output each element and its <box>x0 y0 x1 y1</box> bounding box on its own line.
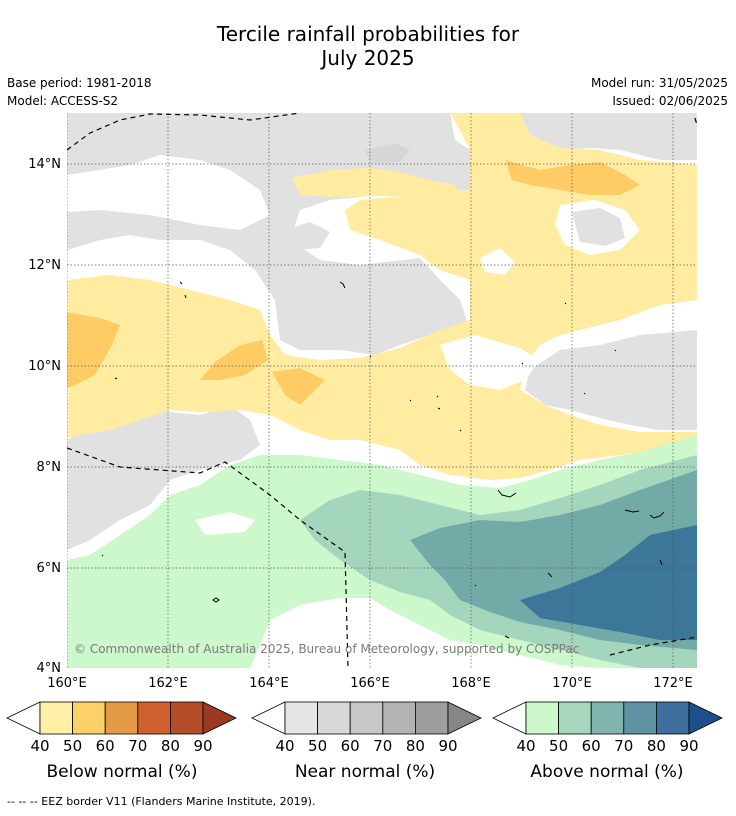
colorbar-segment <box>104 701 139 735</box>
colorbar-segment <box>317 701 351 735</box>
title-line-1: Tercile rainfall probabilities for <box>216 22 520 46</box>
colorbar-segment <box>349 701 384 735</box>
eez-footnote: -- -- -- EEZ border V11 (Flanders Marine… <box>7 795 316 808</box>
colorbar-segment <box>39 701 73 735</box>
colorbar-extend-high <box>688 701 723 735</box>
lon-label: 168°E <box>451 676 491 691</box>
below-normal-main <box>67 113 697 480</box>
colorbar-tick-label: 40 <box>275 737 294 755</box>
colorbar-tick-label: 50 <box>308 737 327 755</box>
colorbar-tick-label: 40 <box>516 737 535 755</box>
colorbars: 40 50 60 70 80 90 40 50 60 70 80 90 40 50 60 70 80 90 <box>6 701 723 755</box>
colorbar-tick-label: 90 <box>193 737 212 755</box>
lon-label: 164°E <box>249 676 289 691</box>
above-normal-white-inlet <box>195 512 255 535</box>
colorbar-segment <box>525 701 559 735</box>
metadata-left: Base period: 1981-2018 Model: ACCESS-S2 <box>7 74 152 110</box>
lat-label: 12°N <box>28 258 61 273</box>
colorbar-tick-label: 80 <box>406 737 425 755</box>
near-normal-center-small <box>285 222 330 250</box>
lon-label: 162°E <box>148 676 188 691</box>
colorbar-extend-low <box>251 701 286 735</box>
colorbar-segment <box>72 701 106 735</box>
colorbar-segment <box>137 701 171 735</box>
colorbar-tick-label: 40 <box>30 737 49 755</box>
colorbar-extend-low <box>492 701 527 735</box>
near-normal-east <box>525 330 697 430</box>
lat-label: 10°N <box>28 359 61 374</box>
islands <box>101 281 665 639</box>
colorbar-tick-label: 70 <box>128 737 147 755</box>
near-normal-west <box>67 405 260 550</box>
colorbar-segment <box>590 701 625 735</box>
near-normal-nw-blob <box>365 143 410 163</box>
below-normal-upper-strip <box>292 168 465 200</box>
colorbar-tick-label: 60 <box>582 737 601 755</box>
colorbar-near-label: Near normal (%) <box>294 762 436 782</box>
lat-label: 4°N <box>37 661 62 676</box>
colorbar-segment <box>382 701 416 735</box>
colorbar-segment <box>284 701 318 735</box>
map-title: Tercile rainfall probabilities for July … <box>0 22 736 70</box>
lon-label: 170°E <box>552 676 592 691</box>
colorbar-extend-low <box>6 701 41 735</box>
near-normal-east-gap <box>572 208 625 246</box>
colorbar-segment <box>656 701 690 735</box>
colorbar-tick-label: 60 <box>96 737 115 755</box>
title-line-2: July 2025 <box>321 46 415 70</box>
below-normal-center2-50 <box>272 368 325 405</box>
below-normal-ne-50 <box>505 160 640 195</box>
lat-label: 14°N <box>28 157 61 172</box>
longitude-labels: 160°E 162°E 164°E 166°E 168°E 170°E 172°E <box>47 676 693 691</box>
colorbar-tick-label: 70 <box>614 737 633 755</box>
colorbar-tick-label: 90 <box>679 737 698 755</box>
colorbar-near: 40 50 60 70 80 90 <box>251 701 482 755</box>
latitude-labels: 4°N 6°N 8°N 10°N 12°N 14°N <box>28 157 61 676</box>
model-run: Model run: 31/05/2025 <box>590 76 728 90</box>
below-normal-center-50 <box>200 340 268 380</box>
white-gap-1 <box>440 335 540 390</box>
colorbar-above: 40 50 60 70 80 90 <box>492 701 723 755</box>
below-normal-west-50 <box>67 312 120 388</box>
copyright-text: © Commonwealth of Australia 2025, Bureau… <box>74 642 579 656</box>
graticule <box>67 113 697 668</box>
lon-label: 160°E <box>47 676 87 691</box>
colorbar-segment <box>414 701 449 735</box>
near-normal-northwest-white <box>67 155 270 230</box>
above-normal-70 <box>520 525 697 640</box>
colorbar-above-label: Above normal (%) <box>530 762 684 782</box>
lon-label: 166°E <box>350 676 390 691</box>
colorbar-segment <box>558 701 592 735</box>
white-gap-2 <box>480 248 515 275</box>
colorbar-tick-label: 80 <box>161 737 180 755</box>
eez-borders <box>67 113 697 668</box>
colorbar-segment <box>169 701 204 735</box>
colorbar-tick-label: 90 <box>438 737 457 755</box>
colorbar-tick-label: 70 <box>373 737 392 755</box>
issued-date: Issued: 02/06/2025 <box>612 94 728 108</box>
base-period: Base period: 1981-2018 <box>7 76 152 90</box>
colorbar-tick-label: 50 <box>549 737 568 755</box>
colorbar-segment <box>623 701 657 735</box>
colorbar-below: 40 50 60 70 80 90 <box>6 701 237 755</box>
colorbar-extend-high <box>447 701 482 735</box>
lat-label: 6°N <box>37 561 62 576</box>
lon-label: 172°E <box>653 676 693 691</box>
colorbar-tick-label: 80 <box>647 737 666 755</box>
model-name: Model: ACCESS-S2 <box>7 94 119 108</box>
colorbar-tick-label: 50 <box>63 737 82 755</box>
colorbar-below-label: Below normal (%) <box>46 762 198 782</box>
lat-label: 8°N <box>37 460 62 475</box>
colorbar-tick-label: 60 <box>341 737 360 755</box>
metadata-right: Model run: 31/05/2025 Issued: 02/06/2025 <box>591 74 728 110</box>
map-field <box>67 113 697 668</box>
colorbar-extend-high <box>202 701 237 735</box>
